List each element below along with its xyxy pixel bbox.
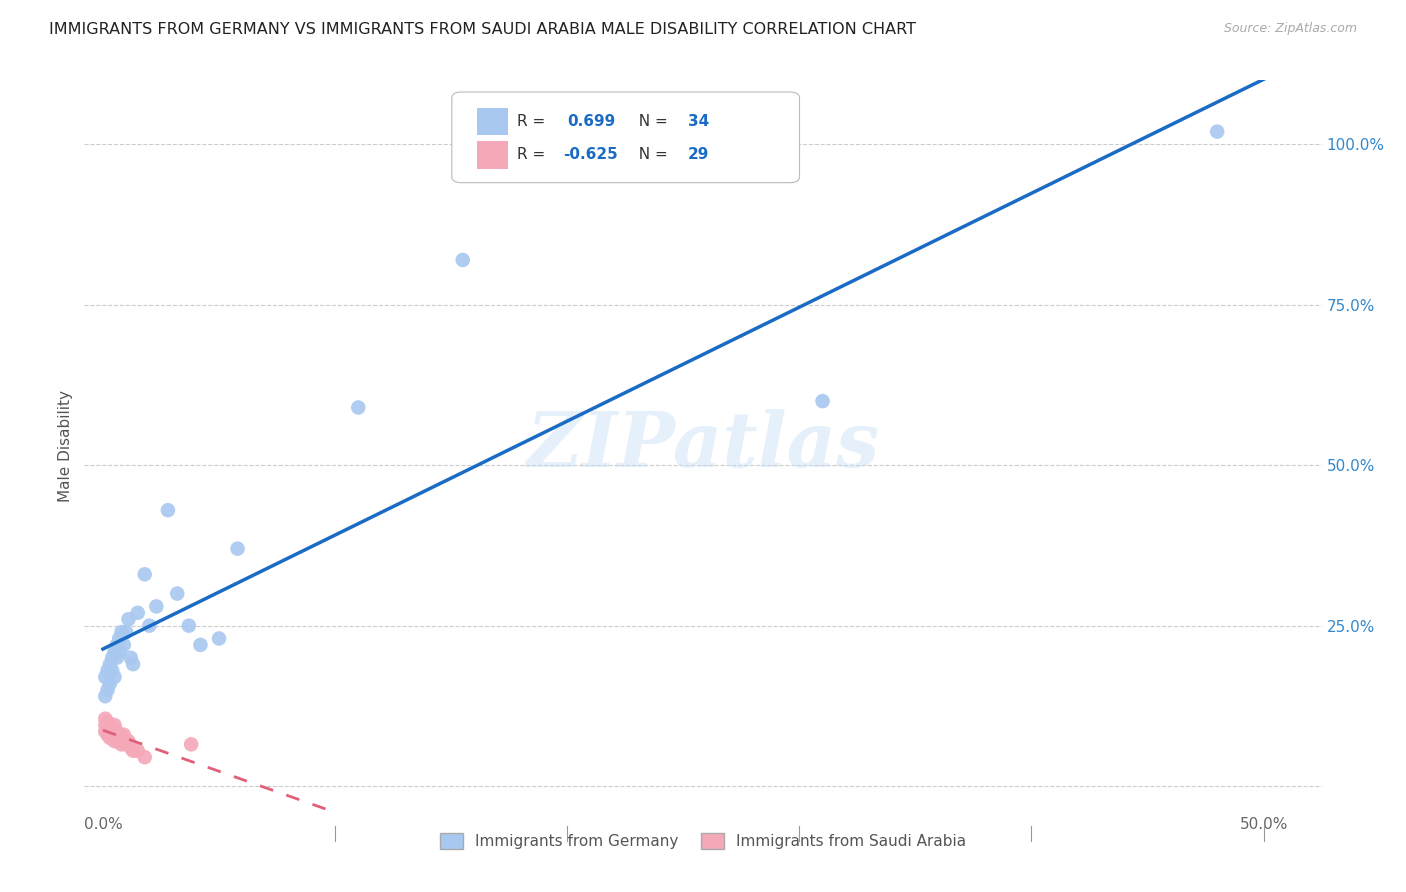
Point [347, 401, 370, 415]
Text: N =: N = [628, 114, 672, 129]
FancyBboxPatch shape [477, 108, 508, 136]
Point [98, 657, 121, 672]
Point [94, 712, 117, 726]
Text: ZIPatlas: ZIPatlas [526, 409, 880, 483]
Legend: Immigrants from Germany, Immigrants from Saudi Arabia: Immigrants from Germany, Immigrants from… [433, 827, 973, 855]
Text: 0.699: 0.699 [567, 114, 616, 129]
Point [94, 670, 117, 684]
Point [156, 503, 179, 517]
Text: IMMIGRANTS FROM GERMANY VS IMMIGRANTS FROM SAUDI ARABIA MALE DISABILITY CORRELAT: IMMIGRANTS FROM GERMANY VS IMMIGRANTS FR… [49, 22, 917, 37]
Text: 29: 29 [688, 147, 710, 162]
Point [98, 676, 121, 690]
Point [103, 734, 125, 748]
Text: -0.625: -0.625 [564, 147, 619, 162]
Point [98, 724, 121, 739]
Point [110, 625, 132, 640]
Point [127, 744, 149, 758]
Point [103, 718, 125, 732]
Point [112, 734, 135, 748]
Point [103, 644, 125, 658]
Point [101, 664, 124, 678]
Point [177, 618, 200, 632]
FancyBboxPatch shape [451, 92, 800, 183]
Point [110, 731, 132, 745]
Point [97, 664, 120, 678]
Text: Source: ZipAtlas.com: Source: ZipAtlas.com [1223, 22, 1357, 36]
Point [117, 612, 139, 626]
Point [105, 731, 128, 745]
Point [94, 724, 117, 739]
Point [122, 744, 145, 758]
Text: N =: N = [628, 147, 672, 162]
Text: R =: R = [517, 114, 555, 129]
Point [117, 734, 139, 748]
Point [98, 731, 121, 745]
Point [127, 606, 149, 620]
Point [226, 541, 249, 556]
Point [105, 650, 128, 665]
FancyBboxPatch shape [477, 141, 508, 169]
Point [101, 728, 124, 742]
Point [98, 718, 121, 732]
Point [97, 682, 120, 697]
Point [103, 670, 125, 684]
Point [190, 638, 212, 652]
Point [145, 599, 167, 614]
Point [122, 657, 145, 672]
Point [112, 728, 135, 742]
Point [115, 625, 138, 640]
Point [112, 638, 135, 652]
Point [115, 737, 138, 751]
Text: 34: 34 [688, 114, 710, 129]
Point [101, 721, 124, 735]
Point [108, 632, 131, 646]
Point [134, 567, 156, 582]
Point [134, 750, 156, 764]
Point [103, 724, 125, 739]
Point [101, 650, 124, 665]
Point [108, 728, 131, 742]
Point [1206, 125, 1229, 139]
Point [110, 737, 132, 751]
Point [94, 718, 117, 732]
Point [105, 724, 128, 739]
Point [108, 644, 131, 658]
Point [108, 734, 131, 748]
Point [138, 618, 160, 632]
Point [105, 638, 128, 652]
Point [94, 690, 117, 704]
Point [208, 632, 231, 646]
Y-axis label: Male Disability: Male Disability [58, 390, 73, 502]
Point [120, 740, 142, 755]
Point [120, 650, 142, 665]
Point [97, 714, 120, 729]
Text: R =: R = [517, 147, 551, 162]
Point [166, 586, 188, 600]
Point [811, 394, 834, 409]
Point [180, 737, 202, 751]
Point [97, 728, 120, 742]
Point [451, 252, 474, 267]
Point [97, 721, 120, 735]
